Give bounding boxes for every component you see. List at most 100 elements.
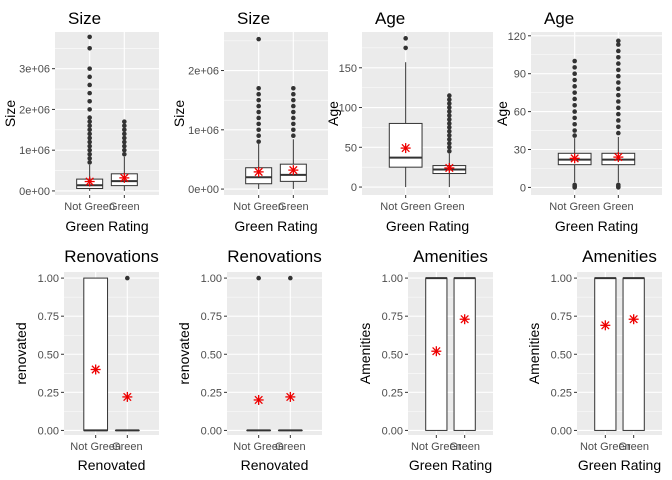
y-tick-label: 0.25: [38, 387, 59, 399]
x-tick-label: Not Green: [411, 441, 462, 453]
y-tick-label: 0.50: [551, 349, 572, 361]
y-tick-label: 0.75: [38, 311, 59, 323]
y-tick-label: 1.00: [551, 273, 572, 285]
outlier-point: [256, 97, 261, 103]
outlier-point: [572, 96, 577, 102]
outlier-point: [256, 103, 261, 109]
outlier-point: [87, 98, 92, 104]
outlier-point: [447, 125, 452, 130]
y-tick-label: 0.50: [38, 349, 59, 361]
x-axis-label: Green Rating: [386, 218, 469, 234]
outlier-point: [256, 121, 261, 127]
y-tick-label: 120: [508, 31, 526, 43]
x-tick-label: Green: [603, 201, 634, 213]
panel-background: [408, 272, 493, 435]
outlier-point: [616, 48, 621, 54]
box-green: [277, 275, 303, 432]
x-tick-label: Not Green: [70, 441, 121, 453]
box-green: [110, 119, 138, 191]
x-tick-label: Not Green: [233, 201, 284, 213]
y-tick-label: 30: [514, 145, 526, 157]
mean-marker: [600, 320, 611, 331]
panel-background: [64, 272, 159, 435]
outlier-point: [291, 121, 296, 127]
outlier-point: [256, 109, 261, 115]
outlier-point: [87, 115, 92, 120]
y-tick-label: 0: [520, 182, 526, 194]
outlier-point: [447, 144, 452, 150]
chart-panel: 0 50 100 150 Not Green Green Age Green Rating Ag…: [325, 9, 493, 234]
mean-marker: [459, 314, 470, 325]
outlier-point: [447, 109, 452, 114]
y-tick-label: 3e+06: [19, 64, 50, 76]
y-tick-label: 0.75: [382, 311, 403, 323]
x-tick-label: Green: [109, 201, 140, 213]
x-tick-label: Not Green: [549, 201, 600, 213]
mean-marker: [253, 166, 264, 177]
outlier-point: [447, 97, 452, 102]
outlier-point: [122, 119, 127, 124]
mean-marker: [569, 153, 580, 164]
outlier-point: [616, 92, 621, 98]
outlier-point: [291, 97, 296, 103]
outlier-point: [616, 182, 621, 188]
y-tick-label: 1e+06: [19, 145, 50, 157]
mean-marker: [288, 165, 299, 176]
mean-marker: [122, 391, 133, 402]
x-axis-label: Renovated: [78, 457, 146, 473]
outlier-point: [256, 36, 261, 42]
outlier-point: [572, 58, 577, 64]
y-tick-label: 0.75: [551, 311, 572, 323]
chart-title: Size: [68, 9, 101, 28]
outlier-point: [447, 141, 452, 146]
mean-marker: [253, 394, 264, 405]
x-axis-label: Green Rating: [578, 457, 661, 473]
y-axis-label: Size: [171, 100, 187, 127]
y-axis-label: Amenities: [526, 323, 542, 384]
outlier-point: [291, 115, 296, 121]
outlier-point: [87, 119, 92, 124]
outlier-point: [447, 113, 452, 118]
outlier-point: [616, 105, 621, 111]
outlier-point: [87, 107, 92, 112]
outlier-point: [87, 127, 92, 133]
outlier-point: [87, 34, 92, 40]
box-not-green: [388, 36, 423, 188]
outlier-point: [87, 147, 92, 153]
x-tick-label: Not Green: [233, 441, 284, 453]
y-tick-label: 0.50: [201, 349, 222, 361]
outlier-point: [616, 38, 621, 44]
y-tick-label: 0.00: [551, 425, 572, 437]
outlier-point: [87, 135, 92, 141]
y-tick-label: 1e+06: [188, 125, 219, 137]
y-tick-label: 0.25: [382, 387, 403, 399]
box-green: [601, 38, 636, 190]
outlier-point: [616, 99, 621, 104]
box-not-green: [76, 34, 104, 191]
outlier-point: [447, 121, 452, 126]
y-tick-label: 0.75: [201, 311, 222, 323]
y-tick-label: 90: [514, 69, 526, 81]
box-green: [432, 93, 467, 188]
box-not-green: [425, 277, 448, 431]
chart-title: Age: [375, 9, 405, 28]
panel-background: [55, 32, 159, 195]
y-tick-label: 150: [339, 63, 357, 75]
box-green: [279, 86, 307, 189]
box-not-green: [557, 58, 592, 190]
outlier-point: [87, 74, 92, 80]
outlier-point: [447, 137, 452, 142]
y-tick-label: 0.00: [201, 425, 222, 437]
outlier-point: [616, 67, 621, 73]
mean-marker: [431, 346, 442, 357]
outlier-point: [122, 147, 127, 153]
x-tick-label: Green: [278, 201, 309, 213]
chart-title: Amenities: [413, 247, 488, 266]
box-iqr: [453, 277, 476, 431]
y-tick-label: 0.00: [382, 425, 403, 437]
outlier-point: [447, 117, 452, 122]
x-tick-label: Green: [434, 201, 465, 213]
